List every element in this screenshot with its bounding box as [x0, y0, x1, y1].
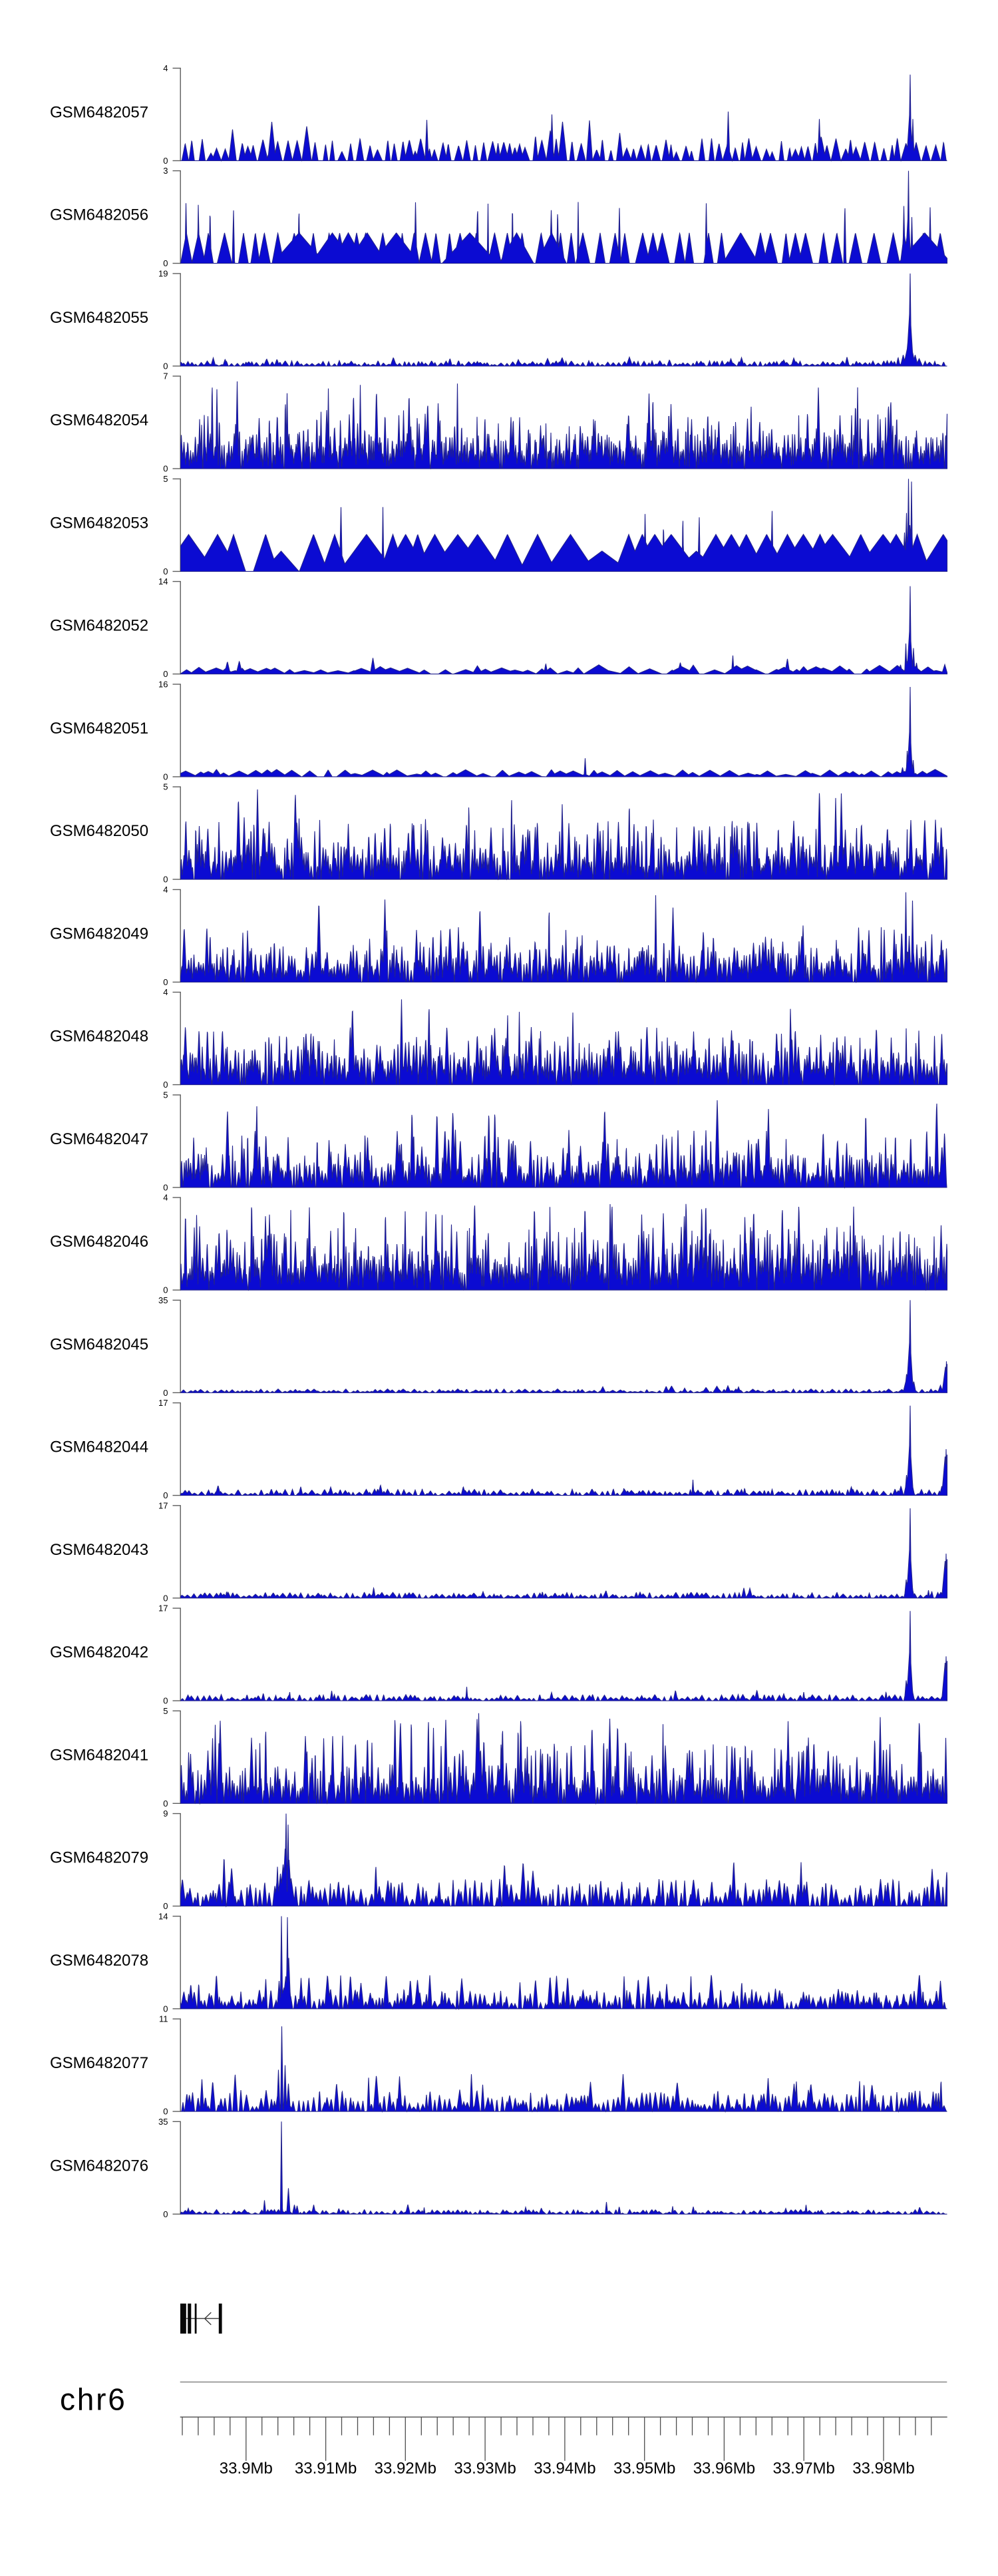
svg-text:GSM6482049: GSM6482049 [50, 925, 148, 943]
svg-text:11: 11 [159, 2014, 168, 2024]
svg-text:GSM6482050: GSM6482050 [50, 822, 148, 840]
svg-text:14: 14 [158, 576, 168, 586]
svg-text:0: 0 [163, 772, 168, 782]
svg-text:GSM6482055: GSM6482055 [50, 309, 148, 327]
svg-text:0: 0 [163, 258, 168, 268]
svg-text:GSM6482076: GSM6482076 [50, 2157, 148, 2175]
svg-text:0: 0 [163, 1285, 168, 1295]
svg-text:35: 35 [158, 1295, 168, 1305]
svg-text:GSM6482048: GSM6482048 [50, 1028, 148, 1046]
svg-text:35: 35 [158, 2117, 168, 2127]
svg-text:33.98Mb: 33.98Mb [852, 2460, 914, 2477]
svg-text:GSM6482077: GSM6482077 [50, 2054, 148, 2072]
svg-text:GSM6482051: GSM6482051 [50, 720, 148, 738]
svg-text:33.92Mb: 33.92Mb [375, 2460, 436, 2477]
svg-text:33.91Mb: 33.91Mb [295, 2460, 357, 2477]
svg-text:0: 0 [163, 156, 168, 166]
svg-text:0: 0 [163, 1901, 168, 1911]
svg-text:7: 7 [163, 371, 168, 381]
svg-text:GSM6482046: GSM6482046 [50, 1233, 148, 1251]
svg-text:3: 3 [163, 166, 168, 176]
svg-text:33.97Mb: 33.97Mb [772, 2460, 834, 2477]
svg-text:GSM6482047: GSM6482047 [50, 1130, 148, 1148]
svg-text:0: 0 [163, 1696, 168, 1706]
svg-text:5: 5 [163, 1090, 168, 1100]
svg-text:0: 0 [163, 2107, 168, 2117]
svg-text:16: 16 [158, 680, 168, 690]
svg-text:0: 0 [163, 669, 168, 679]
svg-text:GSM6482041: GSM6482041 [50, 1746, 148, 1764]
svg-text:GSM6482056: GSM6482056 [50, 206, 148, 224]
svg-text:33.95Mb: 33.95Mb [613, 2460, 675, 2477]
svg-text:19: 19 [158, 269, 168, 279]
svg-text:GSM6482052: GSM6482052 [50, 617, 148, 635]
svg-text:0: 0 [163, 2004, 168, 2014]
svg-text:GSM6482054: GSM6482054 [50, 411, 148, 429]
svg-text:0: 0 [163, 566, 168, 576]
svg-text:33.94Mb: 33.94Mb [534, 2460, 595, 2477]
svg-text:GSM6482053: GSM6482053 [50, 514, 148, 532]
svg-text:0: 0 [163, 1183, 168, 1193]
svg-text:33.9Mb: 33.9Mb [220, 2460, 273, 2477]
svg-text:GSM6482078: GSM6482078 [50, 1952, 148, 1970]
svg-text:0: 0 [163, 1593, 168, 1603]
svg-text:4: 4 [163, 885, 168, 895]
svg-text:33.93Mb: 33.93Mb [454, 2460, 516, 2477]
svg-text:9: 9 [163, 1809, 168, 1819]
svg-text:14: 14 [158, 1911, 168, 1921]
svg-text:17: 17 [158, 1398, 168, 1408]
svg-text:5: 5 [163, 474, 168, 484]
svg-text:4: 4 [163, 987, 168, 997]
svg-text:GSM6482042: GSM6482042 [50, 1643, 148, 1661]
svg-text:17: 17 [158, 1604, 168, 1613]
svg-text:17: 17 [158, 1500, 168, 1510]
svg-text:0: 0 [163, 1388, 168, 1398]
svg-text:0: 0 [163, 1490, 168, 1500]
svg-text:GSM6482045: GSM6482045 [50, 1335, 148, 1353]
svg-text:GSM6482044: GSM6482044 [50, 1438, 148, 1456]
svg-text:GSM6482079: GSM6482079 [50, 1849, 148, 1867]
svg-text:4: 4 [163, 63, 168, 73]
svg-text:GSM6482057: GSM6482057 [50, 103, 148, 121]
svg-text:0: 0 [163, 2209, 168, 2219]
svg-text:0: 0 [163, 1799, 168, 1809]
svg-text:0: 0 [163, 464, 168, 474]
svg-text:chr6: chr6 [60, 2382, 127, 2417]
svg-text:33.96Mb: 33.96Mb [693, 2460, 755, 2477]
svg-text:5: 5 [163, 782, 168, 792]
svg-text:4: 4 [163, 1193, 168, 1203]
svg-text:0: 0 [163, 875, 168, 885]
svg-text:0: 0 [163, 1080, 168, 1090]
svg-text:0: 0 [163, 977, 168, 987]
svg-text:GSM6482043: GSM6482043 [50, 1541, 148, 1559]
svg-text:0: 0 [163, 361, 168, 371]
svg-text:5: 5 [163, 1706, 168, 1716]
